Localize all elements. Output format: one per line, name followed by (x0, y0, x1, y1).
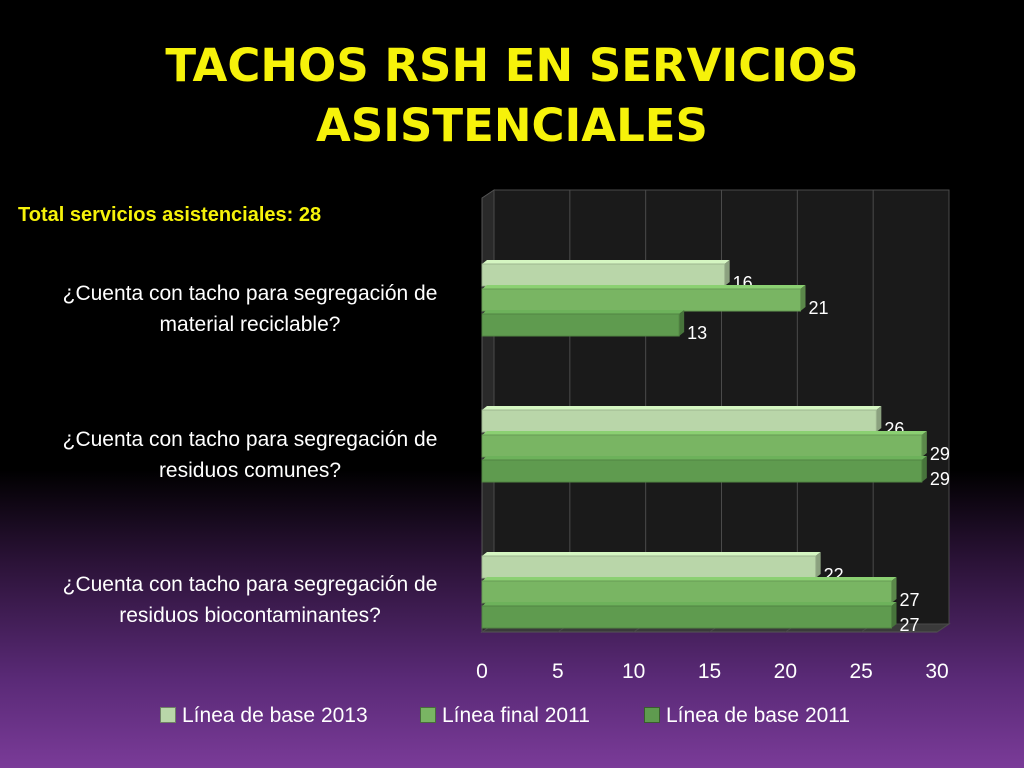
bar-top-face (482, 406, 882, 410)
bar (481, 459, 923, 483)
legend-swatch-base-2013 (160, 707, 176, 723)
x-tick-label: 25 (849, 660, 872, 683)
legend-item-final-2011: Línea final 2011 (420, 704, 590, 728)
bar-top-face (482, 456, 927, 460)
legend-label: Línea de base 2011 (666, 704, 851, 727)
legend-swatch-base-2011 (644, 707, 660, 723)
bar-end-face (921, 431, 927, 457)
category-label-line: residuos biocontaminantes? (119, 604, 381, 627)
category-label-line: ¿Cuenta con tacho para segregación de (62, 428, 438, 451)
data-label: 13 (687, 323, 707, 343)
data-label: 27 (900, 615, 920, 635)
bar-top-face (482, 552, 821, 556)
bar (481, 409, 877, 433)
bar (481, 288, 801, 312)
legend-item-base-2011: Línea de base 2011 (644, 704, 850, 728)
bar-top-face (482, 431, 927, 435)
bar (481, 580, 892, 604)
x-tick-label: 10 (622, 660, 645, 683)
bar-end-face (921, 456, 927, 482)
bar-end-face (800, 285, 806, 311)
x-tick-label: 20 (774, 660, 797, 683)
category-label-line: ¿Cuenta con tacho para segregación de (62, 282, 438, 305)
bar (481, 434, 923, 458)
bar (481, 605, 892, 629)
legend-label: Línea final 2011 (442, 704, 590, 727)
category-label-line: ¿Cuenta con tacho para segregación de (62, 573, 438, 596)
category-label-line: material reciclable? (159, 313, 341, 336)
bar-end-face (876, 406, 882, 432)
slide-title-line-2: ASISTENCIALES (316, 99, 708, 152)
bar-end-face (679, 310, 685, 336)
bar (481, 555, 817, 579)
category-label-line: residuos comunes? (158, 459, 342, 482)
slide-title: TACHOS RSH EN SERVICIOS ASISTENCIALES (0, 36, 1024, 156)
category-label-comunes: ¿Cuenta con tacho para segregación de re… (30, 424, 470, 486)
data-label: 29 (930, 444, 950, 464)
bar-end-face (815, 552, 821, 578)
bar (481, 313, 680, 337)
bar-top-face (482, 310, 685, 314)
chart-legend: Línea de base 2013 Línea final 2011 Líne… (160, 704, 880, 730)
bar-end-face (724, 260, 730, 286)
total-services-label: Total servicios asistenciales: 28 (18, 204, 322, 226)
data-label: 27 (900, 590, 920, 610)
category-label-reciclable: ¿Cuenta con tacho para segregación de ma… (30, 278, 470, 340)
slide-title-line-1: TACHOS RSH EN SERVICIOS (165, 39, 859, 92)
legend-swatch-final-2011 (420, 707, 436, 723)
x-tick-label: 5 (552, 660, 564, 683)
x-tick-label: 15 (698, 660, 721, 683)
bar-top-face (482, 577, 897, 581)
bar (481, 263, 726, 287)
legend-item-base-2013: Línea de base 2013 (160, 704, 368, 728)
x-tick-label: 30 (925, 660, 948, 683)
bar-end-face (891, 577, 897, 603)
data-label: 21 (809, 298, 829, 318)
category-label-biocontaminantes: ¿Cuenta con tacho para segregación de re… (30, 569, 470, 631)
bar-top-face (482, 285, 806, 289)
data-label: 29 (930, 469, 950, 489)
bar-top-face (482, 602, 897, 606)
gridline-floor (936, 623, 950, 633)
bar-top-face (482, 260, 730, 264)
legend-label: Línea de base 2013 (182, 704, 368, 727)
bar-end-face (891, 602, 897, 628)
x-tick-label: 0 (476, 660, 488, 683)
